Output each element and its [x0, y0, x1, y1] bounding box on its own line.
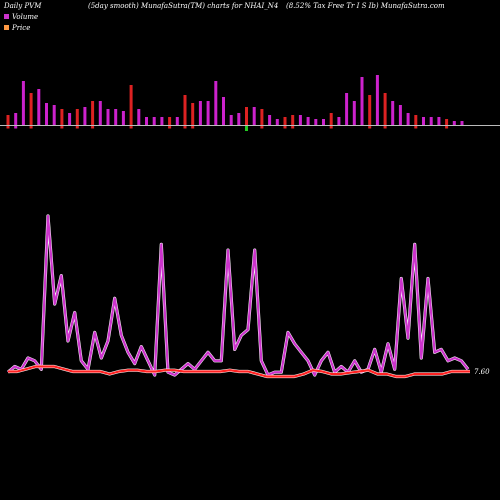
volume-bar — [52, 105, 56, 125]
volume-bar — [445, 119, 449, 125]
volume-bar — [83, 107, 87, 125]
volume-bar — [275, 119, 279, 125]
volume-bar-below — [183, 126, 187, 129]
volume-bar-below — [445, 126, 449, 129]
volume-bar-below — [91, 126, 95, 129]
header-left: Daily PVM — [3, 2, 42, 10]
volume-bar-below — [129, 126, 133, 129]
volume-bar — [45, 103, 48, 125]
volume-bar — [252, 107, 256, 125]
volume-bars — [6, 75, 464, 131]
legend-volume-swatch — [4, 14, 9, 19]
volume-bar-below — [291, 126, 295, 129]
volume-bar — [75, 109, 79, 125]
volume-bar — [375, 75, 379, 125]
volume-bar — [106, 109, 110, 125]
volume-bar-below — [60, 126, 64, 129]
header-right: (8.52% Tax Free Tr I S Ib) MunafaSutra.c… — [286, 2, 445, 10]
volume-bar — [429, 117, 433, 125]
price-last-label: 7.60 — [474, 368, 490, 376]
volume-bar — [160, 117, 164, 125]
volume-line — [7, 214, 469, 377]
volume-bar-below — [191, 126, 195, 129]
volume-bar — [368, 95, 372, 125]
volume-bar — [229, 115, 233, 125]
volume-bar — [452, 121, 456, 125]
volume-bar-below — [368, 126, 372, 129]
volume-bar — [6, 115, 10, 125]
volume-bar — [175, 117, 179, 125]
volume-bar — [383, 93, 387, 125]
volume-bar — [437, 117, 441, 125]
volume-bar-below — [29, 126, 33, 129]
volume-bar — [198, 101, 202, 125]
volume-bar — [422, 117, 425, 125]
volume-bar — [406, 113, 410, 125]
legend-price-label: Price — [11, 24, 30, 32]
volume-bar — [98, 101, 102, 125]
volume-bar — [391, 101, 395, 125]
volume-bar — [237, 113, 241, 125]
volume-bar-below — [414, 126, 418, 129]
volume-bar — [214, 81, 218, 125]
volume-bar-below — [14, 126, 18, 129]
volume-bar — [206, 101, 210, 125]
volume-bar — [314, 119, 318, 125]
volume-bar-below — [6, 126, 10, 129]
volume-bar — [68, 113, 72, 125]
volume-bar — [137, 109, 141, 125]
volume-bar — [114, 109, 118, 125]
price-line — [8, 365, 470, 378]
volume-bar — [291, 115, 295, 125]
volume-bar — [337, 117, 341, 125]
volume-bar — [14, 113, 18, 125]
line-series — [6, 214, 470, 379]
volume-bar — [352, 101, 356, 125]
volume-bar-below — [383, 126, 387, 129]
volume-bar — [183, 95, 187, 125]
volume-bar — [306, 117, 310, 125]
volume-bar — [60, 109, 64, 125]
header-center: (5day smooth) MunafaSutra(TM) charts for… — [88, 2, 278, 10]
volume-bar — [121, 111, 125, 125]
volume-bar — [260, 109, 264, 125]
volume-bar — [283, 117, 287, 125]
volume-bar — [414, 115, 418, 125]
volume-bar — [91, 101, 95, 125]
volume-bar — [152, 117, 156, 125]
volume-bar — [129, 85, 133, 125]
volume-bar — [398, 105, 402, 125]
volume-bar — [345, 93, 349, 125]
volume-bar — [322, 119, 325, 125]
volume-bar — [360, 77, 364, 125]
volume-bar-below — [329, 126, 333, 129]
volume-bar — [268, 115, 272, 125]
volume-bar — [329, 113, 333, 125]
volume-bar-below — [75, 126, 79, 129]
volume-bar-below — [283, 126, 287, 129]
volume-bar — [460, 121, 464, 125]
volume-bar — [168, 117, 172, 125]
volume-bar — [37, 89, 41, 125]
legend-volume-label: Volume — [12, 13, 38, 21]
volume-bar-below — [168, 126, 172, 129]
volume-bar — [298, 115, 302, 125]
volume-bar-below — [245, 126, 248, 131]
volume-bar — [21, 81, 25, 125]
volume-bar-below — [260, 126, 264, 129]
legend-price-swatch — [4, 25, 9, 30]
volume-bar — [29, 93, 33, 125]
volume-bar — [145, 117, 148, 125]
volume-bar — [191, 103, 195, 125]
volume-bar — [222, 97, 225, 125]
volume-bar — [245, 107, 248, 125]
